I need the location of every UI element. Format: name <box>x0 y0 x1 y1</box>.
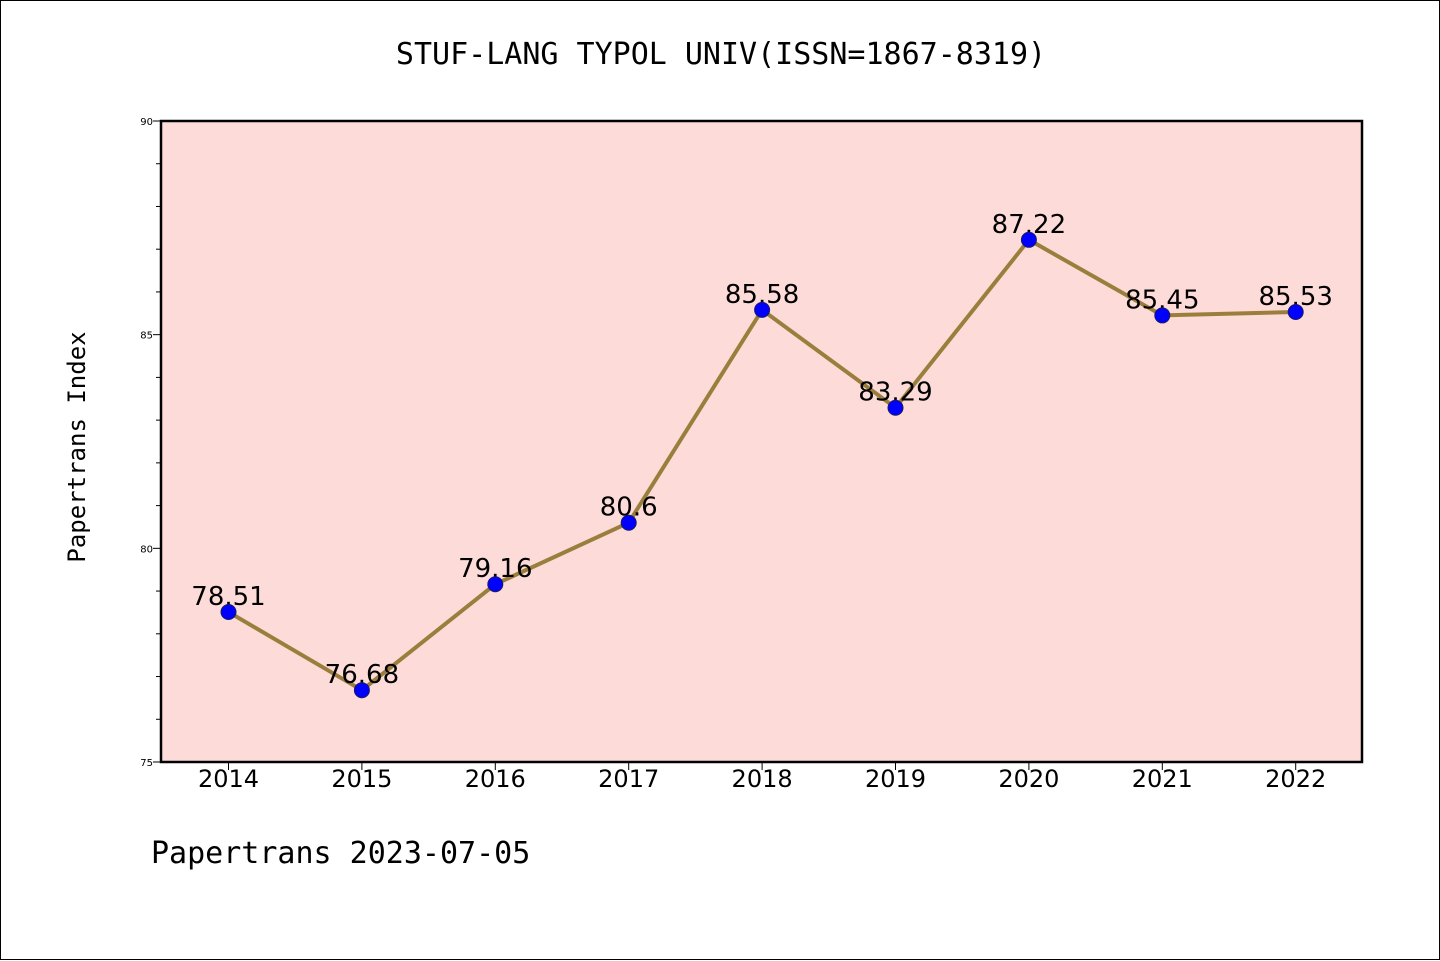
chart-title: STUF-LANG TYPOL UNIV(ISSN=1867-8319) <box>395 37 1047 72</box>
y-tick-label: 85 <box>140 331 153 342</box>
x-tick-label: 2018 <box>732 765 793 793</box>
plot-frame <box>159 119 1364 764</box>
x-tick-label: 2015 <box>331 765 392 793</box>
x-tick-label: 2019 <box>865 765 926 793</box>
footer-note: Papertrans 2023-07-05 <box>151 836 531 871</box>
y-tick-label: 90 <box>140 117 153 128</box>
data-point <box>487 576 504 593</box>
x-tick-label: 2021 <box>1132 765 1193 793</box>
data-point <box>353 682 370 699</box>
data-point <box>887 399 904 416</box>
x-tick-label: 2022 <box>1265 765 1326 793</box>
data-point <box>1287 304 1304 321</box>
plot-area <box>161 121 1362 762</box>
y-tick-label: 75 <box>140 758 153 769</box>
x-tick-label: 2017 <box>598 765 659 793</box>
x-tick-label: 2014 <box>198 765 259 793</box>
data-point <box>620 514 637 531</box>
x-tick-label: 2016 <box>465 765 526 793</box>
data-point <box>754 301 771 318</box>
data-point <box>220 604 237 621</box>
data-point <box>1154 307 1171 324</box>
data-point <box>1020 231 1037 248</box>
y-tick-label: 80 <box>140 544 153 555</box>
x-tick-label: 2020 <box>998 765 1059 793</box>
